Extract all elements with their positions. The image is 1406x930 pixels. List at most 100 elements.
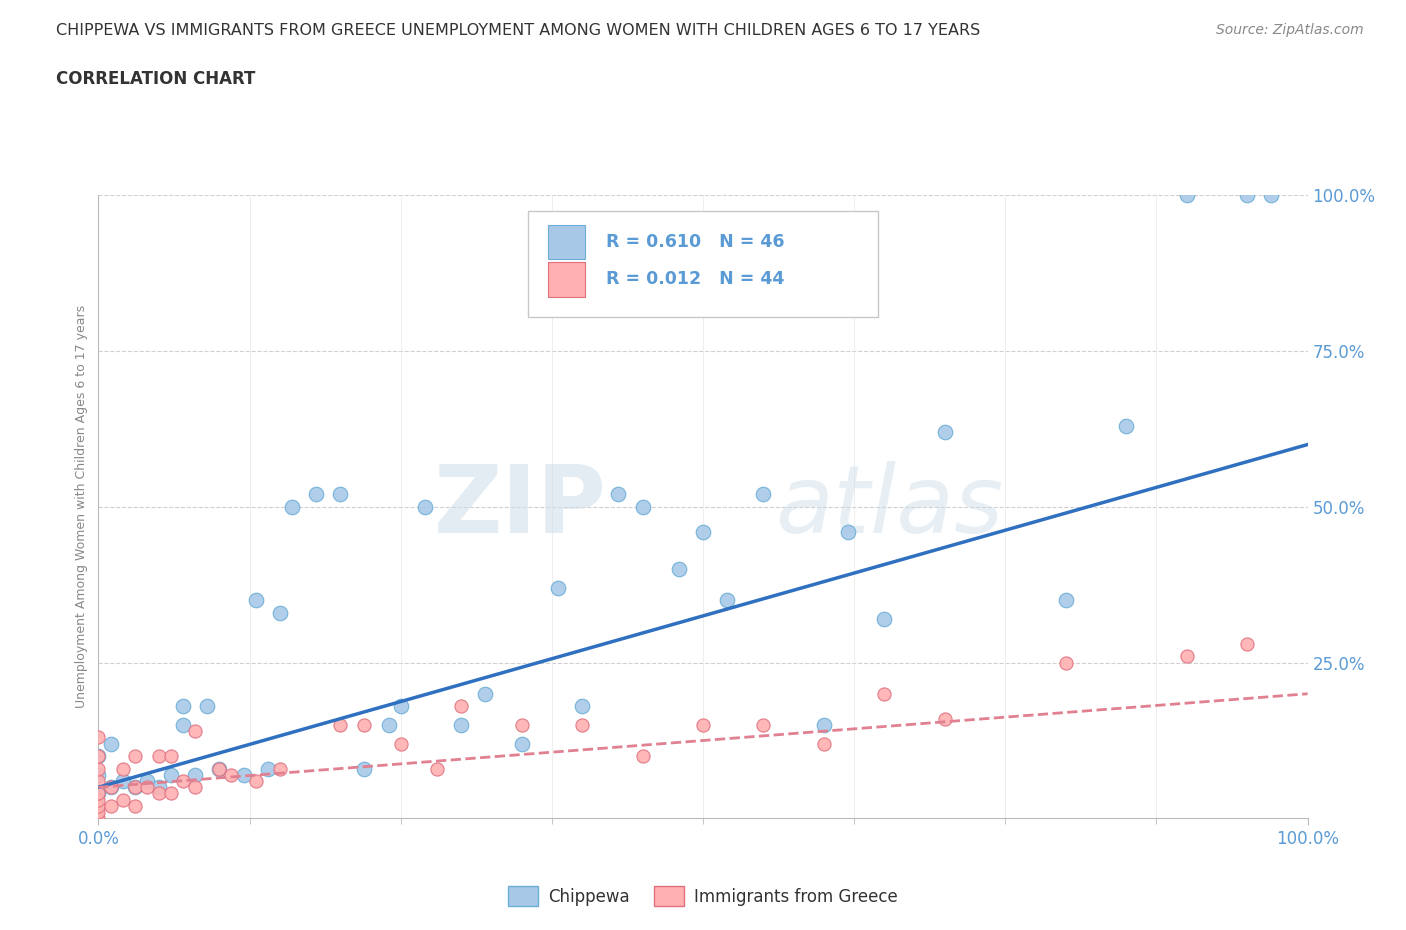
Point [873,612,896,627]
Point [172,718,194,733]
Point [607,487,630,502]
Point [87,786,110,801]
Point [87,730,110,745]
Point [124,749,146,764]
Point [245,774,267,789]
Point [124,799,146,814]
Bar [548,262,585,297]
Point [172,774,194,789]
Point [269,605,291,620]
Point [474,686,496,701]
Point [389,698,412,713]
Point [124,779,146,794]
Point [160,767,183,782]
Point [87,749,110,764]
Point [269,761,291,776]
Point [100,779,122,794]
Point [87,749,110,764]
Point [124,779,146,794]
FancyBboxPatch shape [527,211,879,317]
Point [256,761,278,776]
Point [135,779,157,794]
Text: R = 0.012   N = 44: R = 0.012 N = 44 [606,271,785,288]
Point [631,749,654,764]
Point [172,698,194,713]
Point [510,737,533,751]
Point [148,779,170,794]
Point [353,761,375,776]
Point [547,580,569,595]
Point [87,792,110,807]
Point [184,724,207,738]
Y-axis label: Unemployment Among Women with Children Ages 6 to 17 years: Unemployment Among Women with Children A… [75,305,89,709]
Point [1236,636,1258,651]
Point [148,749,170,764]
Text: CORRELATION CHART: CORRELATION CHART [56,70,256,87]
Bar [548,225,585,259]
Point [1175,188,1198,203]
Point [1175,649,1198,664]
Point [232,767,254,782]
Point [87,804,110,819]
Point [245,593,267,608]
Point [184,767,207,782]
Point [934,425,956,440]
Text: R = 0.610   N = 46: R = 0.610 N = 46 [606,233,785,251]
Point [87,774,110,789]
Text: Source: ZipAtlas.com: Source: ZipAtlas.com [1216,23,1364,37]
Point [571,718,593,733]
Point [87,799,110,814]
Point [305,487,328,502]
Point [100,799,122,814]
Point [195,698,218,713]
Point [329,718,352,733]
Point [111,792,134,807]
Point [221,767,243,782]
Point [752,487,775,502]
Point [160,786,183,801]
Point [450,698,472,713]
Point [752,718,775,733]
Point [450,718,472,733]
Point [571,698,593,713]
Point [1054,593,1077,608]
Point [813,737,835,751]
Point [111,774,134,789]
Legend: Chippewa, Immigrants from Greece: Chippewa, Immigrants from Greece [501,880,905,912]
Point [934,711,956,726]
Point [111,761,134,776]
Point [631,499,654,514]
Point [184,779,207,794]
Point [426,761,449,776]
Point [1236,188,1258,203]
Point [208,761,231,776]
Point [389,737,412,751]
Point [87,767,110,782]
Point [873,686,896,701]
Point [692,525,714,539]
Point [1115,418,1137,433]
Point [87,786,110,801]
Point [1260,188,1282,203]
Point [353,718,375,733]
Point [135,774,157,789]
Point [87,811,110,826]
Point [148,786,170,801]
Text: CHIPPEWA VS IMMIGRANTS FROM GREECE UNEMPLOYMENT AMONG WOMEN WITH CHILDREN AGES 6: CHIPPEWA VS IMMIGRANTS FROM GREECE UNEMP… [56,23,980,38]
Point [100,737,122,751]
Point [281,499,304,514]
Point [668,562,690,577]
Point [329,487,352,502]
Text: atlas: atlas [776,461,1004,552]
Point [208,761,231,776]
Point [413,499,436,514]
Point [1054,656,1077,671]
Point [377,718,399,733]
Point [100,779,122,794]
Point [813,718,835,733]
Point [692,718,714,733]
Point [87,761,110,776]
Point [837,525,859,539]
Point [510,718,533,733]
Point [716,593,738,608]
